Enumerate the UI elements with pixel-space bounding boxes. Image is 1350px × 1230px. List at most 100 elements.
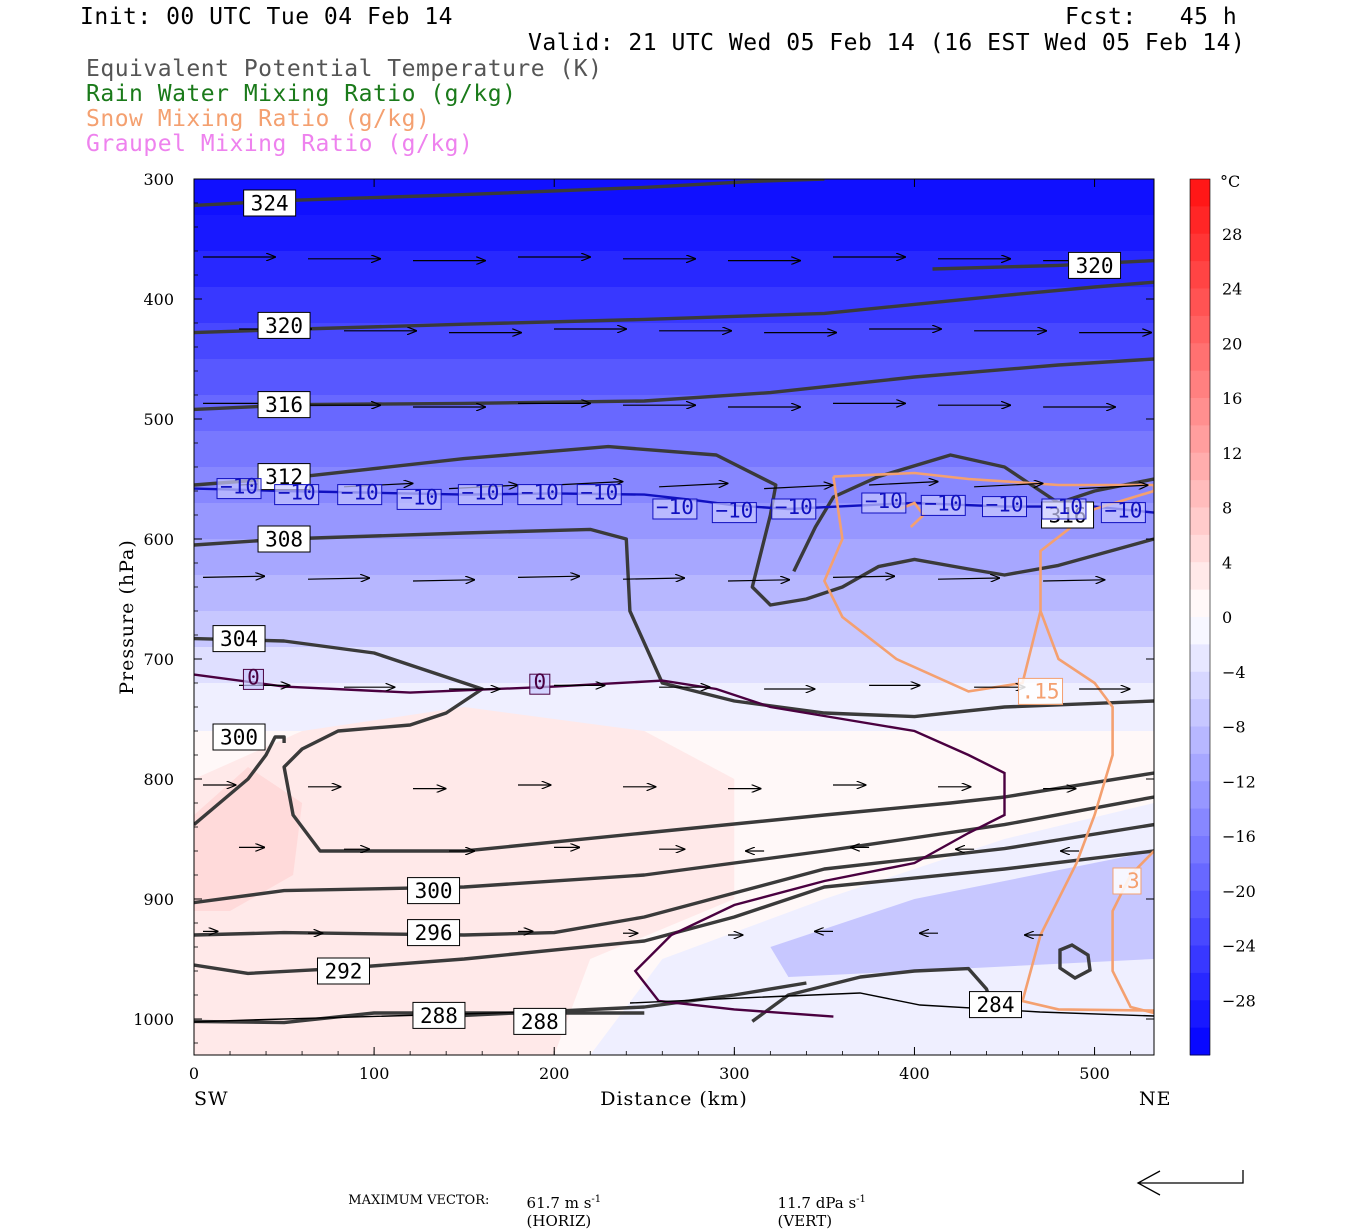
contour-label: .15	[1018, 677, 1064, 705]
contour-label-text: −10	[775, 495, 813, 519]
contour-label: 288	[412, 1001, 466, 1029]
contour-label: −10	[576, 481, 622, 506]
contour-label-box	[316, 957, 370, 985]
contour-label-box	[576, 484, 622, 506]
contour-label-text: −10	[580, 481, 618, 505]
x-tick-label: 0	[189, 1064, 199, 1083]
contour-label-text: −10	[461, 481, 499, 505]
cross-section-chart: 3243203203163123163083043003002962922882…	[116, 170, 1256, 1196]
max-vector-horiz: 61.7 m s-1 (HORIZ)	[517, 1176, 602, 1230]
y-tick-label: 300	[143, 170, 174, 189]
contour-label: −10	[337, 481, 383, 506]
y-tick-label: 400	[143, 290, 174, 309]
temp-band	[194, 359, 1154, 396]
wind-vector	[202, 576, 264, 577]
wind-vector	[517, 576, 579, 577]
colorbar-tick-label: 24	[1222, 280, 1242, 299]
contour-label-box	[407, 877, 461, 905]
contour-label-box	[412, 1001, 466, 1029]
x-tick-label: 200	[539, 1064, 570, 1083]
colorbar-segment	[1190, 343, 1210, 372]
temp-band	[194, 611, 1154, 648]
colorbar-segment	[1190, 945, 1210, 974]
contour-label-text: .3	[1114, 869, 1139, 893]
theta-e-contour	[194, 280, 1154, 335]
colorbar-segment	[1190, 288, 1210, 317]
surface-line	[629, 992, 1154, 1017]
theta-e-contour	[194, 527, 1154, 719]
colorbar-segment	[1190, 452, 1210, 481]
forecast-hour: Fcst: 45 h	[1065, 4, 1238, 30]
contour-label-box	[513, 1007, 567, 1035]
colorbar-segment	[1190, 562, 1210, 591]
contour-label-box	[274, 484, 320, 506]
wind-vector	[937, 578, 999, 579]
contour-label: 0	[242, 665, 264, 690]
colorbar-tick-label: 8	[1222, 499, 1232, 518]
contour-label-text: −10	[986, 493, 1024, 517]
colorbar-tick-label: 12	[1222, 444, 1242, 463]
colorbar-segment	[1190, 863, 1210, 892]
contour-label: 0	[529, 670, 551, 695]
contour-label-text: 300	[415, 879, 453, 903]
colorbar-segment	[1190, 507, 1210, 536]
colorbar-tick-label: 4	[1222, 553, 1232, 572]
contour-label: −10	[861, 489, 907, 514]
contour-label-text: −10	[656, 495, 694, 519]
colorbar-segment	[1190, 890, 1210, 919]
contour-label-text: 316	[265, 393, 303, 417]
colorbar-segment	[1190, 179, 1210, 207]
contour-label-box	[1041, 498, 1087, 520]
contour-label-text: −10	[341, 481, 379, 505]
contour-label-text: 0	[247, 665, 260, 689]
colorbar-tick-label: −12	[1222, 772, 1256, 791]
temp-band	[194, 395, 1154, 432]
wind-vector	[659, 483, 727, 486]
temp-band	[194, 323, 1154, 360]
x-axis-right-end: NE	[1139, 1088, 1172, 1110]
contour-label-box	[1112, 867, 1142, 895]
contour-label-box	[982, 496, 1028, 518]
contour-label-text: 320	[1076, 254, 1114, 278]
temperature-contour	[194, 673, 1006, 1018]
theta-e-contour	[194, 444, 1154, 607]
wind-vector	[307, 578, 369, 579]
wind-vector	[553, 482, 622, 485]
theta-e-contour	[194, 636, 1154, 853]
y-axis-title: Pressure (hPa)	[116, 539, 138, 695]
contour-label-box	[396, 488, 442, 510]
contour-label: −10	[920, 491, 966, 516]
colorbar-frame	[1189, 178, 1211, 1056]
wind-vector	[1043, 580, 1104, 581]
theta-e-contour	[194, 795, 1154, 905]
y-tick-label: 1000	[133, 1010, 174, 1029]
wind-vector	[764, 485, 832, 488]
temp-band	[194, 575, 1154, 612]
theta-e-contour	[932, 258, 1154, 271]
contour-label-box	[216, 478, 262, 500]
wind-vector	[974, 483, 1042, 486]
theta-e-contour	[792, 453, 1154, 573]
snow-contour-small	[899, 501, 926, 528]
contour-label-text: 308	[265, 527, 303, 551]
wind-vector	[727, 580, 789, 581]
valid-time: Valid: 21 UTC Wed 05 Feb 14 (16 EST Wed …	[528, 30, 1246, 56]
contour-label: 320	[257, 311, 311, 339]
colorbar-tick-label: −28	[1222, 991, 1256, 1010]
contour-label: 296	[407, 919, 461, 947]
contour-label-text: −10	[865, 489, 903, 513]
contour-label: 320	[1068, 251, 1122, 279]
colorbar-segment	[1190, 972, 1210, 1001]
contour-label: −10	[517, 481, 563, 506]
colorbar-segment	[1190, 617, 1210, 645]
contour-label-box	[711, 502, 757, 524]
colorbar-tick-label: −8	[1222, 718, 1246, 737]
theta-e-contour	[194, 822, 1154, 937]
colorbar-segment	[1190, 315, 1210, 344]
contour-label-text: 0	[533, 670, 546, 694]
colorbar-segment	[1190, 480, 1210, 508]
temp-band	[194, 431, 1154, 468]
contour-label: −10	[216, 475, 262, 500]
contour-label-box	[861, 492, 907, 514]
contour-label: −10	[771, 495, 817, 520]
